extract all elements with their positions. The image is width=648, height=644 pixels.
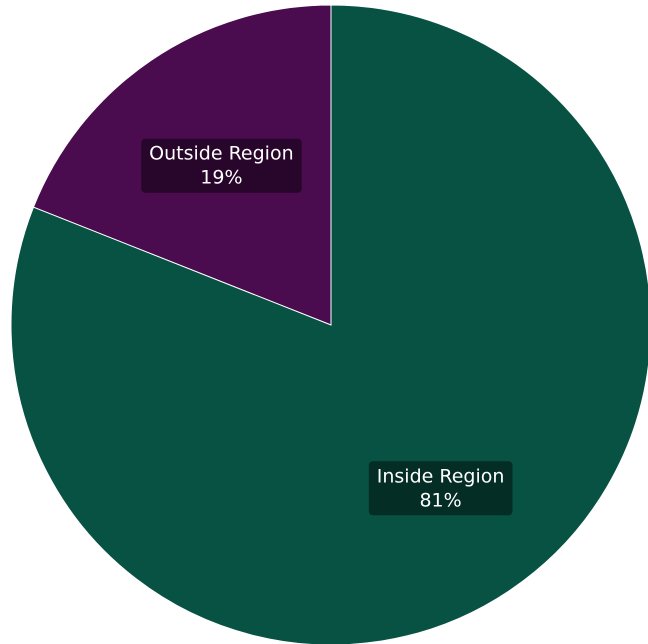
slice-label-background: [141, 138, 302, 193]
pie-slice-outside-region: [32, 4, 332, 326]
slice-label-value: 81%: [419, 489, 461, 511]
slices-layer: [10, 4, 648, 644]
slice-label-value: 19%: [200, 167, 242, 189]
slice-label-name: Outside Region: [149, 143, 293, 165]
slice-label-background: [368, 461, 513, 516]
slice-label-name: Inside Region: [377, 465, 505, 487]
pie-slice-inside-region: [10, 4, 648, 644]
